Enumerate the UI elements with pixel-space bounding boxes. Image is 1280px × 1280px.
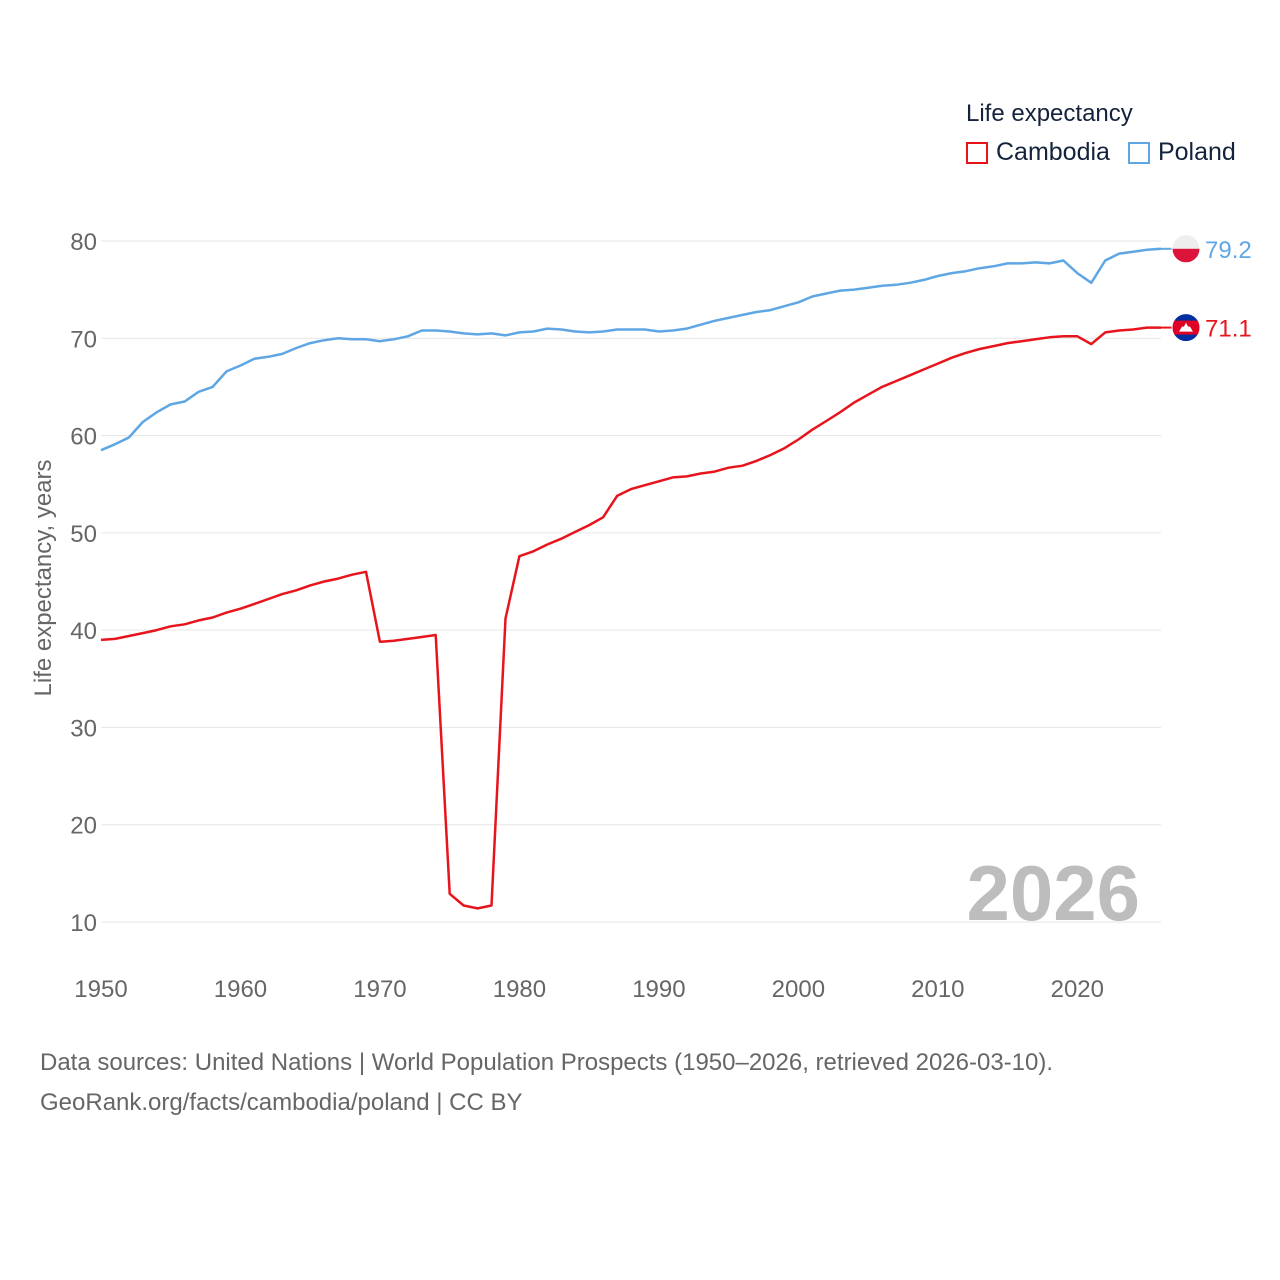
legend-swatch-cambodia xyxy=(966,141,988,164)
series-end-markers: 71.1 79.2 xyxy=(1161,234,1252,343)
y-tick-label: 40 xyxy=(70,618,97,645)
end-label-poland: 79.2 xyxy=(1205,237,1252,264)
x-tick-label: 1980 xyxy=(493,976,546,1003)
y-tick-label: 10 xyxy=(70,910,97,937)
grid-lines xyxy=(101,240,1161,923)
legend-item-cambodia[interactable]: Cambodia xyxy=(966,138,1110,167)
series-lines xyxy=(100,247,1162,910)
y-tick-label: 50 xyxy=(70,521,97,548)
x-tick-label: 1970 xyxy=(353,976,406,1003)
y-axis-ticks: 10 20 30 40 50 60 70 80 xyxy=(70,229,97,937)
y-tick-label: 30 xyxy=(70,715,97,742)
x-tick-label: 1990 xyxy=(632,976,685,1003)
legend-title: Life expectancy xyxy=(966,100,1133,127)
legend-item-poland[interactable]: Poland xyxy=(1127,138,1236,167)
legend-items: Cambodia Poland xyxy=(966,138,1254,167)
y-tick-label: 20 xyxy=(70,813,97,840)
y-tick-label: 80 xyxy=(70,229,97,256)
end-label-cambodia: 71.1 xyxy=(1205,316,1252,343)
series-line-poland xyxy=(100,247,1162,452)
x-tick-label: 2020 xyxy=(1051,976,1104,1003)
poland-flag-icon xyxy=(1171,234,1201,264)
x-axis-ticks: 1950 1960 1970 1980 1990 2000 2010 2020 xyxy=(74,976,1104,1003)
y-axis-label: Life expectancy, years xyxy=(30,459,57,696)
data-sources: Data sources: United Nations | World Pop… xyxy=(40,1043,1053,1123)
legend-label-poland: Poland xyxy=(1157,138,1236,166)
x-tick-label: 1960 xyxy=(214,976,267,1003)
year-watermark: 2026 xyxy=(966,849,1140,937)
series-line-cambodia xyxy=(100,326,1161,910)
y-tick-label: 70 xyxy=(70,326,97,353)
x-tick-label: 1950 xyxy=(74,976,127,1003)
x-tick-label: 2000 xyxy=(772,976,825,1003)
x-tick-label: 2010 xyxy=(911,976,964,1003)
cambodia-flag-icon xyxy=(1171,313,1201,343)
y-tick-label: 60 xyxy=(70,424,97,451)
sources-line-1: Data sources: United Nations | World Pop… xyxy=(40,1049,1054,1076)
legend-label-cambodia: Cambodia xyxy=(996,138,1110,166)
legend-swatch-poland xyxy=(1127,141,1150,164)
legend: Life expectancy Cambodia Poland xyxy=(966,100,1254,167)
sources-line-2: GeoRank.org/facts/cambodia/poland | CC B… xyxy=(40,1089,523,1116)
